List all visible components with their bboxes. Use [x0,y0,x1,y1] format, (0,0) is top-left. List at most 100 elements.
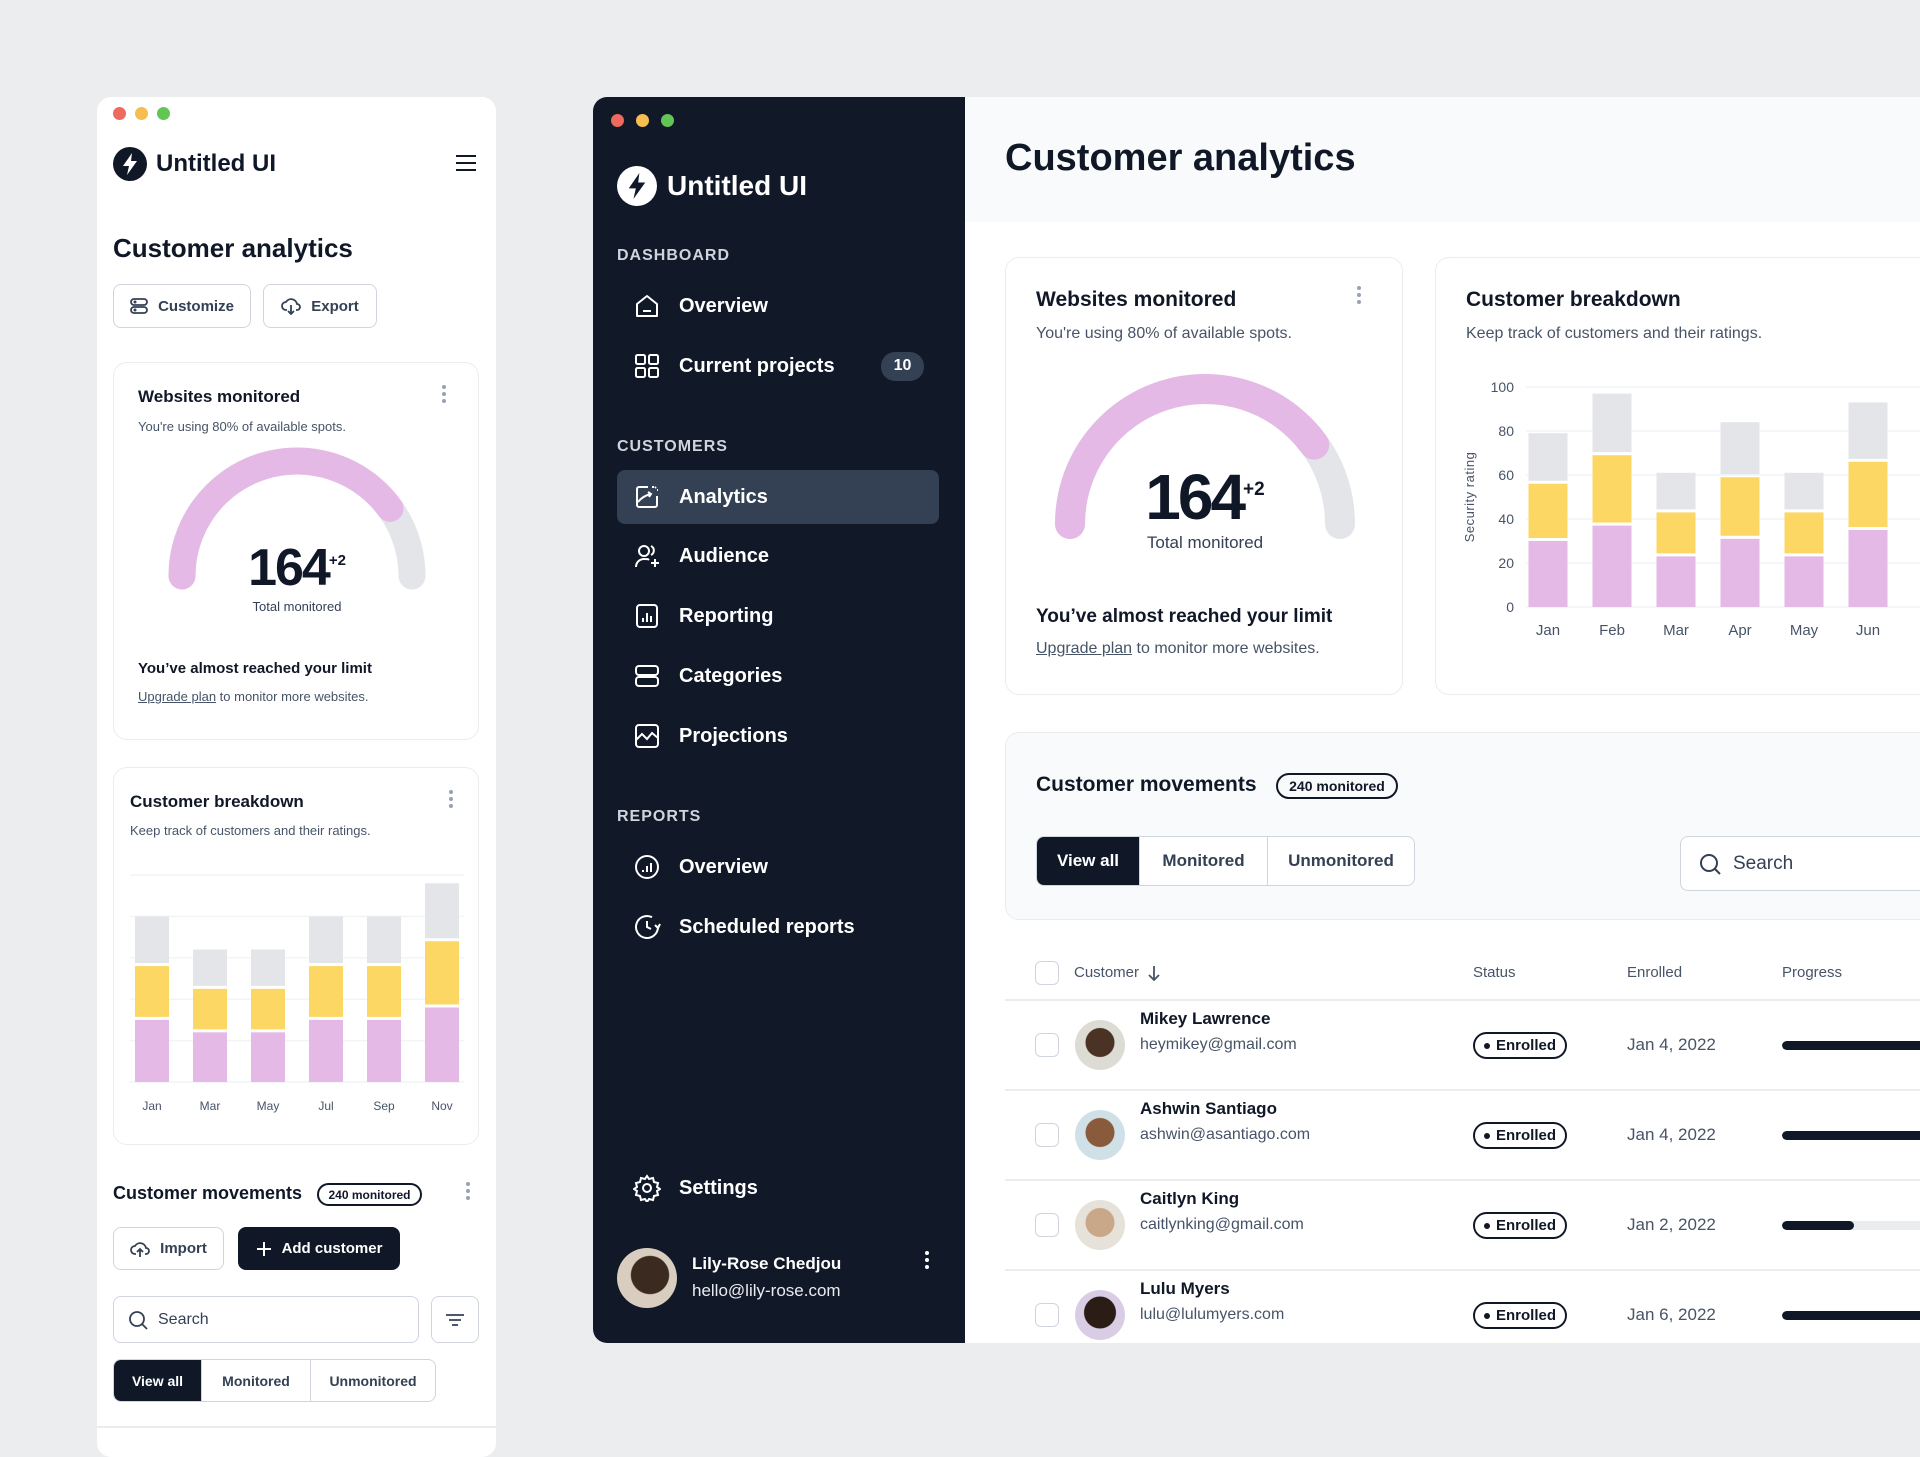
more-options-icon[interactable] [1356,286,1362,304]
nav-label: Settings [679,1176,758,1199]
minimize-window-dot[interactable] [135,107,148,120]
maximize-window-dot[interactable] [157,107,170,120]
divider [97,1426,496,1428]
search-icon [129,1310,148,1330]
tab-monitored[interactable]: Monitored [202,1360,311,1401]
customer-avatar [1075,1200,1125,1250]
breakdown-chart-mobile: Jan Mar May Jul Sep Nov [130,874,464,1113]
nav-reports-overview[interactable]: Overview [617,840,939,894]
search-input[interactable]: Search [1680,836,1920,891]
minimize-window-dot[interactable] [636,114,649,127]
progress-bar [1782,1131,1920,1140]
card-subtitle: Keep track of customers and their rating… [1466,325,1763,342]
bar-apr-high [1720,422,1760,475]
close-window-dot[interactable] [113,107,126,120]
status-badge: Enrolled [1473,1212,1567,1239]
tab-monitored[interactable]: Monitored [1140,837,1268,885]
customer-email: ashwin@asantiago.com [1140,1126,1311,1143]
nav-label: Overview [679,855,768,878]
user-menu-icon[interactable] [924,1251,930,1269]
logo[interactable]: Untitled UI [113,147,276,181]
row-checkbox[interactable] [1035,1033,1059,1057]
desktop-window: Untitled UI DASHBOARD Overview Current p… [593,97,1920,1343]
bar-jan-high [1528,433,1568,481]
nav-label: Current projects [679,354,835,377]
maximize-window-dot[interactable] [661,114,674,127]
x-tick-label: Jul [318,1099,333,1113]
nav-label: Reporting [679,604,774,627]
tab-unmonitored[interactable]: Unmonitored [329,1372,417,1389]
customize-button[interactable]: Customize [113,284,251,328]
bar-mar-low [193,1032,227,1082]
limit-title: You’ve almost reached your limit [1036,606,1333,627]
search-input[interactable]: Search [113,1296,419,1343]
customer-email: heymikey@gmail.com [1140,1036,1297,1053]
tab-unmonitored[interactable]: Unmonitored [1288,851,1394,870]
column-header-customer[interactable]: Customer [1074,964,1161,981]
logo[interactable]: Untitled UI [617,166,807,206]
y-tick-label: 80 [1498,423,1514,439]
nav-overview[interactable]: Overview [617,279,939,333]
nav-reporting[interactable]: Reporting [617,589,939,643]
user-plus-icon [635,545,659,568]
arrow-down-icon [1148,965,1160,981]
nav-categories[interactable]: Categories [617,649,939,703]
y-tick-label: 60 [1498,467,1514,483]
user-avatar[interactable] [617,1248,677,1308]
more-options-icon[interactable] [448,790,454,808]
more-options-icon[interactable] [465,1182,471,1200]
monitored-count-badge: 240 monitored [317,1183,422,1206]
gauge-label: Total monitored [252,599,342,614]
tab-view-all[interactable]: View all [1037,837,1140,885]
nav-label: Audience [679,544,770,567]
bolt-logo-icon [113,147,147,181]
nav-current-projects[interactable]: Current projects 10 [617,339,939,393]
bar-jun-high [1848,402,1888,459]
nav-analytics[interactable]: Analytics [617,470,939,524]
nav-scheduled-reports[interactable]: Scheduled reports [617,900,939,954]
bar-jan-low [1528,541,1568,607]
search-icon [1700,853,1721,875]
upgrade-plan-link[interactable]: Upgrade plan [138,689,217,704]
add-customer-button[interactable]: Add customer [238,1227,400,1270]
customer-name: Caitlyn King [1140,1189,1240,1208]
section-label-customers: CUSTOMERS [617,438,728,455]
row-checkbox[interactable] [1035,1123,1059,1147]
bar-may-high [251,949,285,986]
customer-breakdown-card: Customer breakdown Keep track of custome… [1435,257,1920,695]
card-title: Customer breakdown [1466,288,1681,311]
row-checkbox[interactable] [1035,1303,1059,1327]
nav-audience[interactable]: Audience [617,529,939,583]
enrolled-date: Jan 4, 2022 [1627,1035,1716,1054]
row-checkbox[interactable] [1035,1213,1059,1237]
more-options-icon[interactable] [441,385,447,403]
websites-monitored-card: Websites monitored You're using 80% of a… [113,362,479,740]
export-label: Export [311,297,359,315]
delta-value: +2 [328,551,346,569]
search-placeholder: Search [158,1310,209,1328]
x-tick-label: Jan [1536,622,1560,639]
y-tick-label: 100 [1491,379,1515,395]
hamburger-menu-icon[interactable] [455,154,477,172]
tab-view-all[interactable]: View all [114,1360,202,1401]
bar-jul-low [309,1019,343,1082]
import-button[interactable]: Import [113,1227,224,1270]
nav-label: Categories [679,664,783,687]
filter-button[interactable] [431,1296,479,1343]
select-all-checkbox[interactable] [1035,961,1059,985]
bar-may-low [251,1032,285,1082]
export-button[interactable]: Export [263,284,377,328]
nav-settings[interactable]: Settings [617,1161,939,1215]
cloud-upload-icon [130,1241,150,1257]
bar-mar-high [193,949,227,986]
upgrade-plan-link[interactable]: Upgrade plan [1036,640,1133,657]
line-chart-icon [635,724,659,748]
nav-label: Overview [679,294,768,317]
enrolled-date: Jan 6, 2022 [1627,1305,1716,1324]
progress-bar [1782,1221,1920,1230]
total-value: 164 [1145,461,1246,533]
close-window-dot[interactable] [611,114,624,127]
nav-projections[interactable]: Projections [617,709,939,763]
websites-monitored-card: Websites monitored You're using 80% of a… [1005,257,1403,695]
card-subtitle: Keep track of customers and their rating… [130,823,371,838]
